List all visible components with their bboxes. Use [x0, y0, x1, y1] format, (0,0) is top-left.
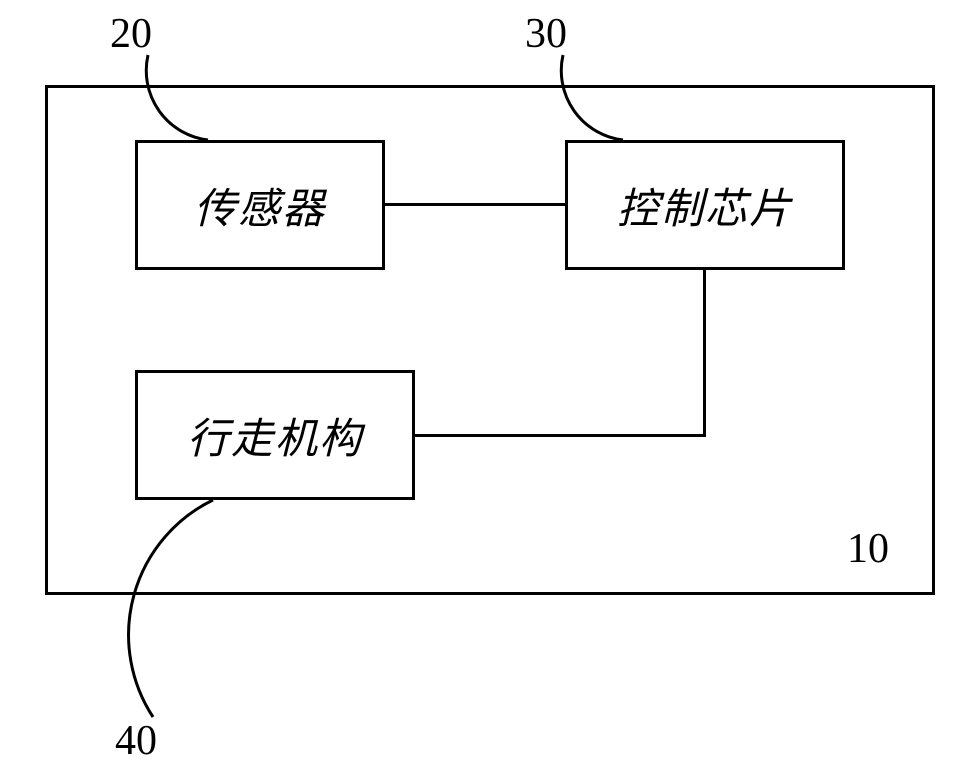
diagram-canvas: 传感器 控制芯片 行走机构 20 30 10 40 — [0, 0, 971, 782]
control-chip-node: 控制芯片 — [565, 140, 845, 270]
ref-label-30: 30 — [525, 10, 567, 58]
sensor-label: 传感器 — [194, 175, 326, 236]
walking-mechanism-label: 行走机构 — [187, 405, 363, 466]
edge-control-to-walking-v — [703, 270, 706, 437]
walking-mechanism-node: 行走机构 — [135, 370, 415, 500]
ref-label-40: 40 — [115, 717, 157, 765]
sensor-node: 传感器 — [135, 140, 385, 270]
edge-control-to-walking-h — [415, 434, 706, 437]
ref-label-20: 20 — [110, 10, 152, 58]
ref-label-10: 10 — [847, 525, 889, 573]
control-chip-label: 控制芯片 — [617, 175, 793, 236]
edge-sensor-to-control — [385, 203, 565, 206]
